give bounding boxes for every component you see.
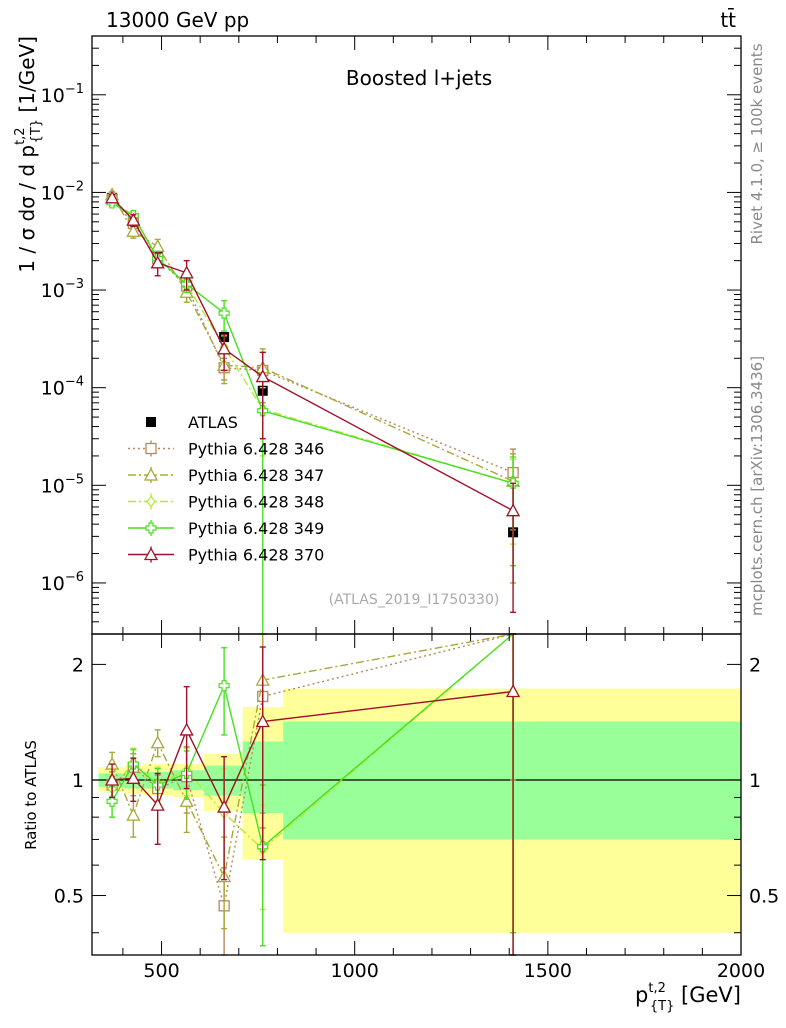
uncertainty-band-green: [204, 765, 243, 796]
x-tick-label: 1000: [331, 960, 379, 982]
series-atlas: [107, 192, 519, 538]
data-point: [126, 212, 141, 226]
series-pythia-6-428-370: [104, 633, 521, 956]
legend-label: Pythia 6.428 346: [188, 440, 324, 459]
data-point: [179, 265, 194, 279]
ratio-y-tick-label: 1: [72, 770, 84, 792]
header-left: 13000 GeV pp: [106, 8, 249, 32]
y-tick-exponent: −1: [65, 82, 84, 97]
y-tick-exponent: −6: [65, 570, 84, 585]
analysis-annotation: (ATLAS_2019_I1750330): [329, 592, 500, 608]
series-line: [111, 198, 514, 474]
x-tick-label: 2000: [717, 960, 765, 982]
data-point: [218, 680, 230, 692]
legend-item: Pythia 6.428 348: [128, 493, 324, 512]
y-tick-label: 10−2: [41, 179, 84, 204]
legend-marker: [143, 547, 159, 561]
ratio-y-tick-label: 2: [72, 654, 84, 676]
legend-marker: [145, 442, 157, 455]
data-point: [255, 369, 270, 383]
legend-item: ATLAS: [146, 413, 238, 432]
legend-label: ATLAS: [188, 413, 238, 432]
legend-item: Pythia 6.428 347: [128, 466, 324, 485]
ratio-frame: [91, 633, 742, 956]
main-frame: [91, 35, 742, 635]
ratio-y-tick-label-right: 1: [749, 770, 761, 792]
y-tick-exponent: −3: [65, 277, 84, 292]
y-tick-exponent: −5: [65, 472, 84, 487]
legend-marker: [143, 467, 159, 481]
x-tick-label: 500: [143, 960, 179, 982]
data-point: [126, 223, 141, 237]
data-point: [150, 735, 165, 749]
label-sub: {T}: [650, 999, 674, 1014]
data-point: [217, 799, 232, 813]
rivet-label: Rivet 4.1.0, ≥ 100k events: [748, 43, 766, 244]
mcplots-label: mcplots.cern.ch [arXiv:1306.3436]: [748, 356, 766, 616]
y-tick-exponent: −2: [65, 179, 84, 194]
ratio-y-axis-title: Ratio to ATLAS: [22, 740, 40, 850]
data-point: [179, 722, 194, 736]
data-point: [104, 772, 120, 786]
data-point: [104, 190, 120, 204]
data-point: [106, 795, 118, 807]
series-line: [111, 194, 514, 482]
data-point: [150, 255, 165, 269]
x-axis-title: pt,2 {T} [GeV]: [635, 981, 741, 1014]
y-tick-exponent: −4: [65, 375, 84, 390]
label-sub: {T}: [29, 119, 44, 143]
y-tick-label: 10−1: [41, 82, 84, 107]
series-pythia-6-428-370: [104, 190, 521, 614]
series-line: [111, 197, 514, 512]
label-sup: t,2: [13, 127, 28, 145]
label-part: 1 / σ dσ / d p: [15, 145, 39, 273]
legend-item: Pythia 6.428 346: [128, 440, 324, 459]
legend-marker: [146, 495, 156, 508]
legend-item: Pythia 6.428 349: [128, 519, 324, 538]
label-part: [GeV]: [674, 983, 741, 1007]
data-point: [505, 503, 521, 517]
legend-marker: [145, 522, 157, 534]
legend: ATLAS Pythia 6.428 346 Pythia 6.428 347 Pyt…: [128, 413, 324, 565]
label-sup: t,2: [648, 981, 666, 996]
data-point: [150, 797, 165, 811]
x-tick-label: 1500: [524, 960, 572, 982]
label-part: p: [635, 983, 648, 1007]
y-tick-label: 10−3: [41, 277, 84, 302]
ratio-y-tick-label: 0.5: [54, 886, 84, 908]
y-tick-label: 10−6: [41, 570, 84, 595]
y-tick-label: 10−4: [41, 375, 84, 400]
data-point: [505, 684, 521, 698]
main-title: Boosted l+jets: [346, 66, 492, 90]
data-point: [218, 307, 230, 319]
label-part: [1/GeV]: [15, 36, 39, 119]
ratio-y-tick-label-right: 2: [749, 654, 761, 676]
legend-label: Pythia 6.428 348: [188, 493, 324, 512]
header-right: tt̄: [720, 7, 736, 32]
legend-marker: [146, 417, 156, 427]
ratio-y-tick-label-right: 0.5: [749, 886, 779, 908]
legend-label: Pythia 6.428 349: [188, 519, 324, 538]
data-point: [126, 807, 141, 821]
legend-label: Pythia 6.428 370: [188, 546, 324, 565]
data-point: [126, 770, 141, 784]
y-axis-title: 1 / σ dσ / d pt,2{T} [1/GeV]: [13, 36, 44, 273]
data-point: [179, 793, 194, 807]
data-point: [255, 714, 270, 728]
data-point: [217, 341, 232, 355]
legend-item: Pythia 6.428 370: [128, 546, 324, 565]
y-tick-label: 10−5: [41, 472, 84, 497]
legend-label: Pythia 6.428 347: [188, 466, 324, 485]
